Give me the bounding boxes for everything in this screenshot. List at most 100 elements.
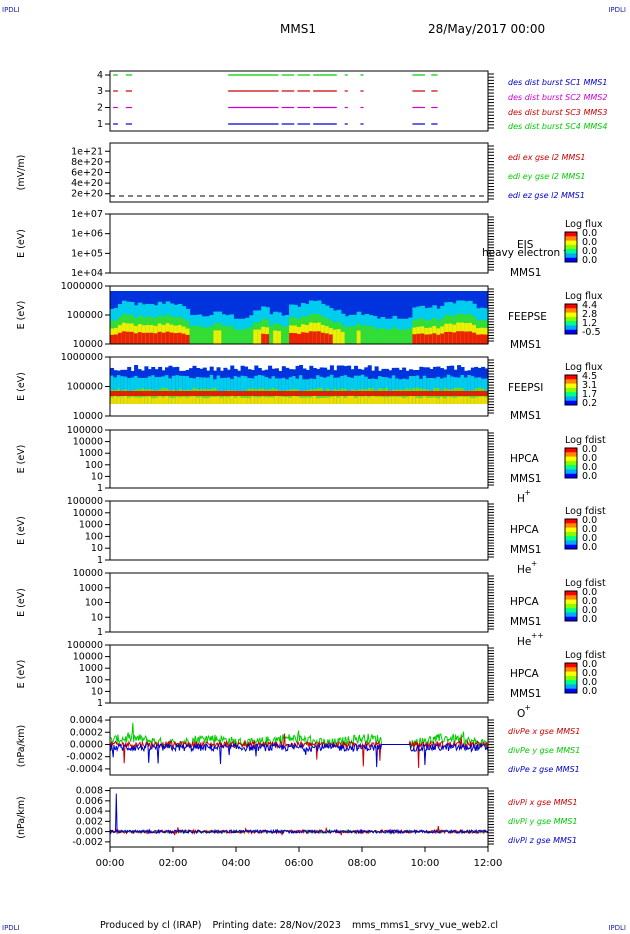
feepse-band-green <box>225 326 230 344</box>
legend-burst-1: des dist burst SC2 MMS2 <box>508 93 607 102</box>
feepsi-band-green <box>460 388 465 404</box>
feepsi-band-green <box>144 389 149 404</box>
colorbar-frame-hpca_he <box>564 518 578 550</box>
feepse-band-red <box>265 334 270 344</box>
feepse-band-red <box>113 334 119 344</box>
feepse-band-red <box>328 334 334 344</box>
ytick-label-burst-3: 4 <box>97 70 103 81</box>
feepse-band-red <box>165 331 171 344</box>
spacecraft-label-feepse: MMS1 <box>510 339 541 351</box>
ylabel-divpi: (nPa/km) <box>16 796 27 839</box>
legend-edi-1: edi ey gse l2 MMS1 <box>508 172 586 181</box>
feepse-band-red <box>177 332 183 344</box>
species-label-hpca_he: He <box>517 564 531 576</box>
feepsi-band-yellow <box>268 397 273 404</box>
colorbar-swatch-hpca_o <box>565 688 577 694</box>
ytick-label-divpe-3: 0.0002 <box>70 727 103 738</box>
feepse-spectrogram <box>110 291 489 344</box>
panel-frame-divpe <box>109 716 489 776</box>
feepsi-band-yellow <box>426 397 431 404</box>
feepsi-band-yellow <box>333 396 338 404</box>
colorbar-swatch-hpca_hepp <box>565 599 577 605</box>
ytick-label-edi-4: 1e+21 <box>71 146 103 157</box>
feepsi-band-yellow <box>388 396 393 404</box>
feepsi-band-yellow <box>443 398 448 404</box>
feepsi-band-yellow <box>261 396 266 404</box>
ytick-label-divpi-0: -0.002 <box>72 837 103 848</box>
colorbar-frame-hpca_o <box>564 662 578 694</box>
xtick-label-3: 06:00 <box>285 858 314 869</box>
feepsi-band-yellow <box>274 396 279 404</box>
feepse-band-yellow <box>340 331 346 344</box>
colorbar-swatch-hpca_h <box>565 448 577 453</box>
ytick-label-divpi-1: 0.000 <box>76 827 103 838</box>
ytick-label-hpca_hepp-3: 1000 <box>79 583 103 594</box>
feepsi-band-yellow <box>127 397 132 404</box>
feepsi-band-cyan <box>154 377 159 404</box>
feepse-band-red <box>428 334 433 344</box>
feepse-band-red <box>185 334 191 344</box>
ytick-label-burst-2: 3 <box>97 86 103 97</box>
ytick-label-burst-1: 2 <box>97 103 103 114</box>
feepsi-band-yellow <box>182 396 187 404</box>
feepsi-band-yellow <box>467 396 472 404</box>
corner-label-bl: IPDLI <box>2 924 20 932</box>
feepsi-band-yellow <box>477 396 482 404</box>
spacecraft-label-eis: MMS1 <box>510 267 541 279</box>
feepsi-band-yellow <box>158 396 163 404</box>
species-label-hpca_o: O <box>517 708 525 720</box>
feepsi-band-yellow <box>230 395 235 404</box>
ytick-label-hpca_o-4: 10000 <box>73 652 103 663</box>
feepsi-band-yellow <box>353 397 359 404</box>
feepsi-band-green <box>134 389 139 404</box>
feepsi-band-yellow <box>113 396 118 404</box>
feepse-band-green <box>404 329 410 344</box>
feepsi-band-yellow <box>329 396 334 404</box>
ylabel-hpca_he: E (eV) <box>16 516 27 545</box>
feepsi-band-green <box>433 388 438 404</box>
feepsi-band-cyan <box>299 375 304 404</box>
ytick-label-hpca_o-5: 100000 <box>67 640 103 651</box>
colorbar-swatch-feepsi <box>565 375 577 380</box>
ytick-label-hpca_h-0: 1 <box>97 483 103 494</box>
feepsi-band-cyan <box>244 376 249 404</box>
feepse-band-red <box>416 333 421 344</box>
feepse-band-green <box>352 326 358 344</box>
feepse-band-green <box>364 325 370 344</box>
colorbar-swatch-hpca_he <box>565 523 577 529</box>
colorbar-swatch-hpca_h <box>565 460 577 466</box>
feepsi-band-green <box>481 388 486 404</box>
ytick-label-divpe-4: 0.0004 <box>70 715 103 726</box>
colorbar-swatch-eis <box>565 240 577 246</box>
feepsi-band-green <box>171 389 176 404</box>
colorbar-label-hpca_hepp-3: 0.0 <box>582 614 597 625</box>
feepsi-band-yellow <box>130 396 135 404</box>
colorbar-label-eis-3: 0.0 <box>582 255 597 266</box>
instrument-label-feepse: FEEPSE <box>508 311 547 323</box>
colorbar-swatch-hpca_o <box>565 675 577 681</box>
panel-frame-burst <box>109 70 489 132</box>
feepsi-band-green <box>343 388 348 404</box>
footer-produced-by: Produced by cl (IRAP) <box>100 920 202 931</box>
feepsi-band-yellow <box>175 396 180 404</box>
colorbar-frame-feepsi <box>564 374 578 406</box>
feepsi-band-green <box>257 388 262 404</box>
colorbar-swatch-feepse <box>565 329 577 335</box>
feepse-band-green <box>281 326 286 344</box>
feepse-band-red <box>476 334 481 344</box>
feepsi-band-green <box>484 390 489 404</box>
feepsi-band-cyan <box>353 375 359 404</box>
ylabel-eis: E (eV) <box>16 229 27 258</box>
feepsi-band-cyan <box>467 375 472 404</box>
ylabel-feepsi: E (eV) <box>16 372 27 401</box>
feepse-band-red <box>173 333 179 344</box>
colorbar-swatch-hpca_h <box>565 452 577 458</box>
ytick-label-hpca_he-0: 1 <box>97 555 103 566</box>
feepsi-band-yellow <box>439 397 444 404</box>
feepsi-band-yellow <box>398 396 403 404</box>
feepse-band-red <box>436 334 441 344</box>
feepsi-band-yellow <box>219 397 224 404</box>
ytick-label-hpca_hepp-2: 100 <box>85 598 103 609</box>
feepse-band-yellow <box>356 330 362 344</box>
ytick-label-feepsi-0: 10000 <box>73 411 103 422</box>
